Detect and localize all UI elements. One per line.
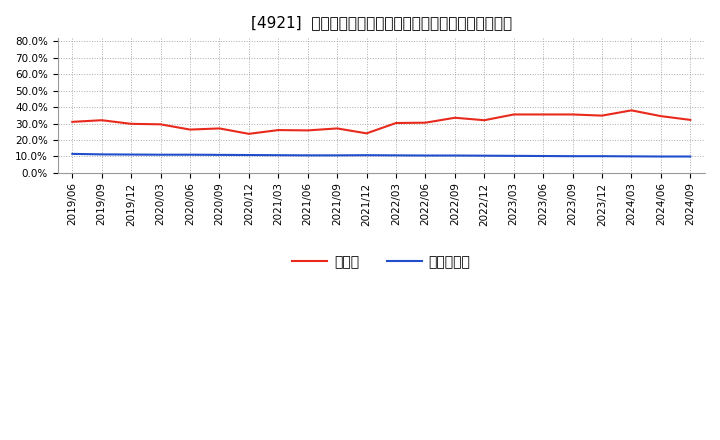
有利子負債 [657, 154, 665, 159]
有利子負債 [480, 153, 489, 158]
現頲金 [156, 122, 165, 127]
Line: 現頲金: 現頲金 [72, 110, 690, 134]
有利子負債 [568, 154, 577, 159]
現頲金 [657, 114, 665, 119]
有利子負債 [627, 154, 636, 159]
現頲金 [686, 117, 695, 122]
有利子負債 [274, 153, 283, 158]
有利子負債 [333, 153, 341, 158]
有利子負債 [686, 154, 695, 159]
現頲金 [97, 117, 106, 123]
現頲金 [451, 115, 459, 121]
Title: [4921]  現頲金、有利子負債の総資産に対する比率の推移: [4921] 現頲金、有利子負債の総資産に対する比率の推移 [251, 15, 512, 30]
現頲金 [421, 120, 430, 125]
現頲金 [127, 121, 135, 126]
有利子負債 [598, 154, 606, 159]
現頲金 [392, 121, 400, 126]
有利子負債 [451, 153, 459, 158]
有利子負債 [186, 152, 194, 158]
現頲金 [568, 112, 577, 117]
現頲金 [598, 113, 606, 118]
有利子負債 [392, 153, 400, 158]
現頲金 [627, 108, 636, 113]
現頲金 [303, 128, 312, 133]
現頲金 [539, 112, 547, 117]
有利子負債 [68, 151, 76, 157]
有利子負債 [97, 152, 106, 157]
有利子負債 [362, 153, 371, 158]
有利子負債 [539, 154, 547, 159]
現頲金 [510, 112, 518, 117]
現頲金 [68, 119, 76, 125]
Line: 有利子負債: 有利子負債 [72, 154, 690, 157]
有利子負債 [127, 152, 135, 157]
現頲金 [480, 117, 489, 123]
現頲金 [245, 131, 253, 136]
現頲金 [274, 128, 283, 133]
有利子負債 [510, 153, 518, 158]
現頲金 [362, 131, 371, 136]
有利子負債 [421, 153, 430, 158]
現頲金 [333, 126, 341, 131]
有利子負債 [303, 153, 312, 158]
有利子負債 [156, 152, 165, 158]
現頲金 [215, 126, 224, 131]
Legend: 現頲金, 有利子負債: 現頲金, 有利子負債 [287, 250, 476, 275]
有利子負債 [215, 152, 224, 158]
現頲金 [186, 127, 194, 132]
有利子負債 [245, 152, 253, 158]
